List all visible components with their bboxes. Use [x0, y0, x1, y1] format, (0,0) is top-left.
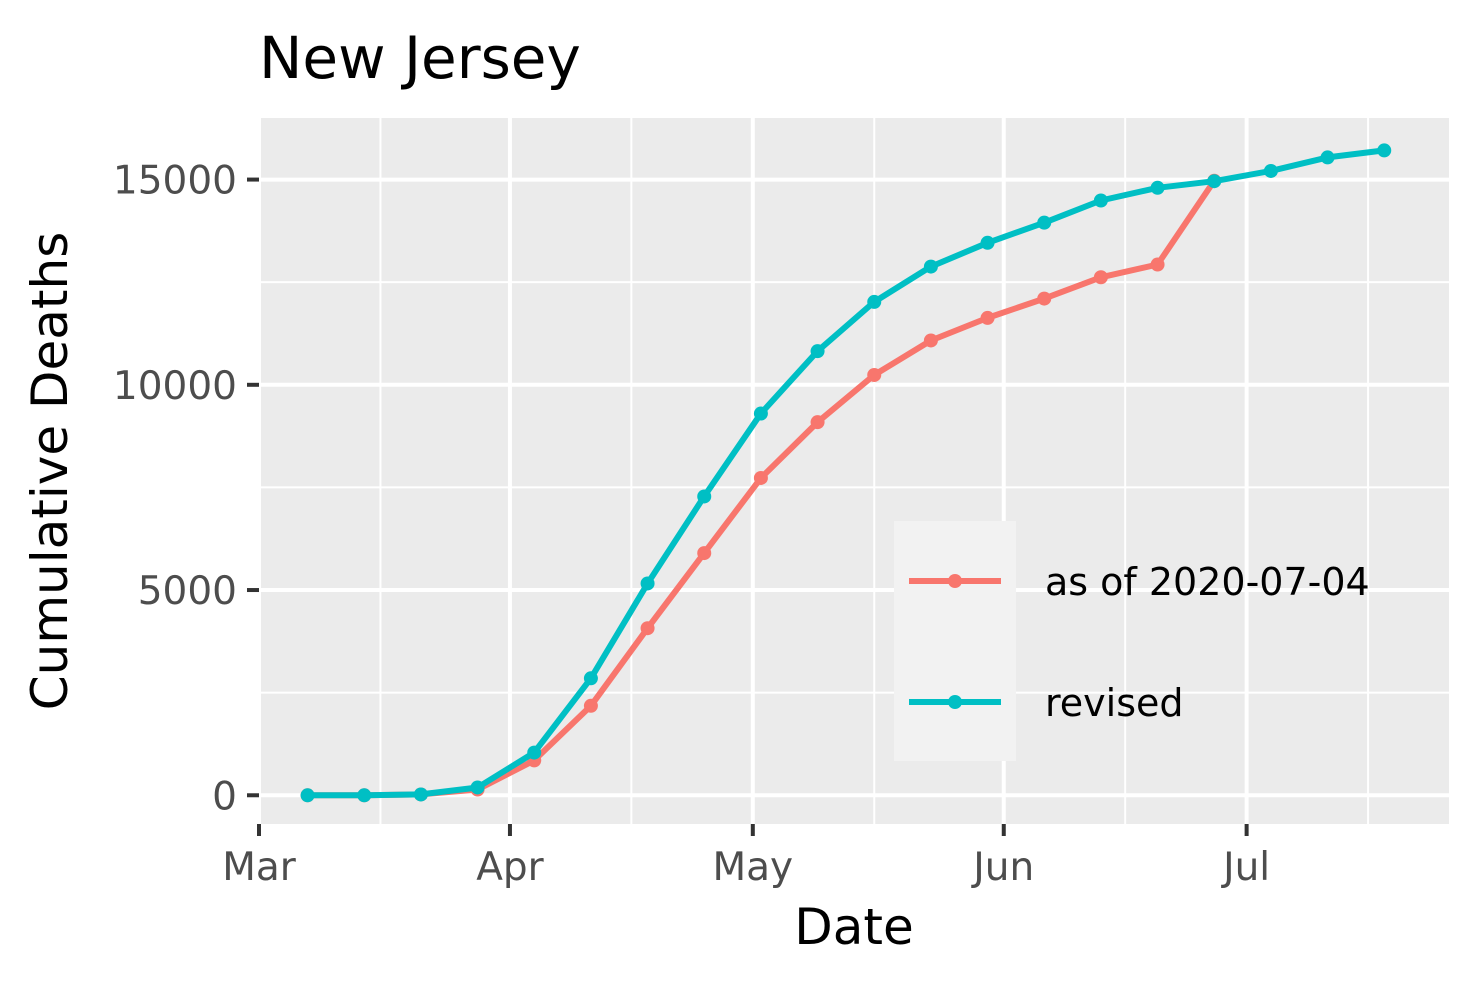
data-point-revised: [923, 259, 938, 274]
data-point-revised: [300, 788, 315, 803]
data-point-revised: [1207, 174, 1222, 189]
plot-panel: [259, 118, 1449, 824]
data-point-revised: [697, 489, 712, 504]
data-point-as-of: [753, 470, 768, 485]
data-point-revised: [810, 344, 825, 359]
legend-label-revised: revised: [1045, 681, 1184, 725]
legend-key-as-of: [909, 574, 1001, 588]
x-tick-label: May: [712, 845, 793, 890]
grid-minor: [259, 118, 1449, 824]
data-point-as-of: [980, 310, 995, 325]
data-point-as-of: [1093, 270, 1108, 285]
data-point-revised: [1037, 215, 1052, 230]
y-tick-label: 10000: [113, 364, 237, 409]
axis-ticks: [247, 177, 1249, 836]
data-point-as-of: [923, 333, 938, 348]
data-point-as-of: [1150, 257, 1165, 272]
data-point-revised: [1377, 143, 1392, 158]
legend-key-point: [948, 574, 962, 588]
data-point-revised: [867, 294, 882, 309]
x-tick-labels: Mar Apr May Jun Jul: [222, 845, 1270, 890]
data-point-revised: [980, 235, 995, 250]
data-point-as-of: [640, 621, 655, 636]
data-point-revised: [1263, 163, 1278, 178]
data-point-revised: [413, 787, 428, 802]
data-point-revised: [640, 576, 655, 591]
x-tick-label: Jun: [970, 845, 1034, 890]
x-axis-title: Date: [794, 898, 914, 956]
data-point-revised: [1150, 180, 1165, 195]
y-tick-label: 5000: [138, 569, 237, 614]
x-tick-label: Apr: [476, 845, 544, 890]
data-point-as-of: [697, 546, 712, 561]
x-tick-label: Mar: [222, 845, 297, 890]
series-layer: [300, 143, 1392, 803]
data-point-revised: [527, 745, 542, 760]
y-tick-labels: 0 5000 10000 15000: [113, 159, 237, 820]
y-axis-title: Cumulative Deaths: [21, 232, 79, 711]
data-point-revised: [583, 671, 598, 686]
data-point-revised: [753, 406, 768, 421]
legend-key-background: [894, 521, 1016, 761]
data-point-revised: [357, 788, 372, 803]
legend-label-as-of: as of 2020-07-04: [1045, 560, 1370, 604]
data-point-as-of: [583, 698, 598, 713]
data-point-revised: [1093, 193, 1108, 208]
y-tick-label: 0: [212, 774, 237, 819]
y-tick-label: 15000: [113, 159, 237, 204]
legend: as of 2020-07-04 revised: [894, 521, 1370, 761]
legend-key-revised: [909, 695, 1001, 709]
data-point-as-of: [867, 367, 882, 382]
x-tick-label: Jul: [1220, 845, 1270, 890]
data-point-revised: [470, 780, 485, 795]
series-line-revised: [304, 147, 1388, 799]
chart-title: New Jersey: [259, 24, 581, 92]
grid-major: [257, 118, 1449, 824]
data-point-as-of: [810, 415, 825, 430]
data-point-as-of: [1037, 291, 1052, 306]
legend-key-point: [948, 695, 962, 709]
data-point-revised: [1320, 150, 1335, 165]
